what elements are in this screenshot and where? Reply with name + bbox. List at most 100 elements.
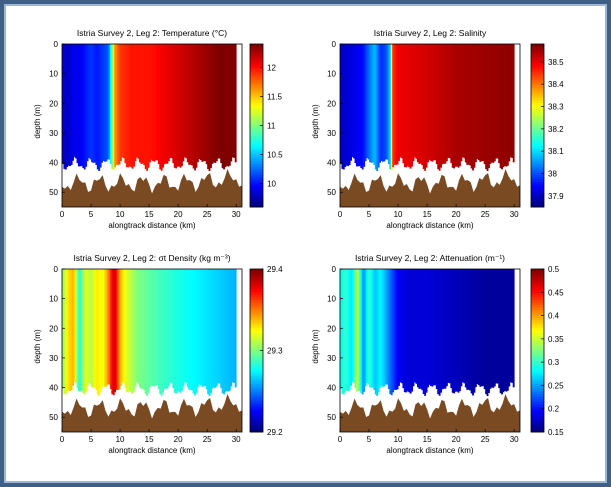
- data-column: [66, 44, 69, 167]
- data-column: [64, 269, 67, 395]
- colorbar-band: [531, 319, 544, 323]
- data-column: [188, 269, 191, 390]
- colorbar-band: [531, 406, 544, 410]
- data-column: [382, 269, 384, 387]
- data-column: [470, 269, 473, 394]
- axes-frame: [61, 268, 243, 433]
- y-tick-label: 0: [54, 40, 59, 49]
- data-column: [438, 44, 441, 171]
- colorbar: 37.9 38 38.1 38.2 38.3 38.4 38.5: [530, 43, 564, 208]
- data-column: [370, 44, 373, 163]
- data-column: [150, 269, 153, 385]
- data-column: [208, 44, 211, 172]
- colorbar-band: [250, 363, 263, 367]
- colorbar-band: [531, 166, 544, 170]
- colorbar-band: [250, 269, 263, 272]
- colorbar-band: [250, 393, 263, 397]
- data-column: [476, 44, 479, 160]
- colorbar-band: [531, 49, 544, 53]
- data-column: [127, 44, 130, 168]
- data-column: [360, 44, 363, 168]
- data-column: [137, 269, 140, 384]
- colorbar-band: [250, 368, 263, 372]
- colorbar-band: [531, 138, 544, 142]
- data-column: [131, 269, 134, 394]
- colorbar-band: [531, 44, 544, 47]
- data-column: [341, 269, 344, 394]
- data-column: [402, 269, 405, 389]
- x-tick-label: 15: [423, 435, 432, 444]
- colorbar-band: [250, 204, 263, 208]
- data-column: [385, 44, 387, 160]
- data-column: [361, 44, 364, 170]
- colorbar-band: [531, 409, 544, 413]
- colorbar-band: [250, 299, 263, 303]
- data-column: [445, 269, 448, 387]
- colorbar-tick-label: 0.5: [548, 265, 560, 274]
- data-column: [501, 269, 503, 395]
- data-column: [403, 269, 406, 393]
- data-column: [124, 269, 127, 389]
- data-column: [133, 44, 135, 167]
- data-column: [75, 269, 77, 384]
- colorbar-band: [531, 279, 544, 283]
- colorbar-band: [250, 92, 263, 96]
- data-column: [228, 44, 231, 166]
- data-column: [400, 269, 403, 384]
- data-column: [76, 44, 79, 164]
- data-column: [212, 44, 215, 163]
- y-tick-label: 30: [49, 354, 58, 363]
- data-column: [230, 269, 233, 387]
- data-column: [464, 269, 467, 388]
- chart-title: Istria Survey 2, Leg 2: Salinity: [374, 28, 487, 38]
- data-column: [91, 269, 93, 388]
- colorbar-band: [531, 158, 544, 162]
- data-column: [73, 269, 76, 383]
- data-column: [495, 44, 498, 159]
- colorbar-band: [250, 56, 263, 60]
- colorbar-band: [250, 327, 263, 331]
- colorbar-band: [531, 396, 544, 400]
- data-column: [427, 44, 429, 163]
- data-column: [405, 44, 408, 168]
- chart-title: Istria Survey 2, Leg 2: Temperature (°C): [77, 28, 227, 38]
- chart-panel-3: 0 5 10 15 20 25 30 0 10 20 30 40 50 Istria Survey 2, …: [33, 253, 283, 455]
- data-column: [490, 44, 493, 163]
- data-column: [125, 269, 128, 393]
- colorbar-band: [250, 102, 263, 106]
- colorbar-band: [250, 289, 263, 293]
- colorbar-band: [531, 128, 544, 131]
- colorbar-band: [531, 335, 544, 339]
- data-column: [185, 44, 188, 159]
- colorbar: 10 10.5 11 11.5 12: [249, 43, 283, 208]
- colorbar-band: [250, 350, 263, 354]
- data-column: [121, 44, 124, 158]
- x-tick-label: 5: [89, 435, 94, 444]
- colorbar-band: [531, 184, 544, 188]
- data-column: [162, 269, 165, 393]
- y-tick-label: 40: [49, 159, 58, 168]
- data-column: [137, 44, 140, 159]
- data-column: [480, 44, 483, 162]
- data-column: [165, 269, 167, 389]
- data-column: [416, 269, 419, 388]
- colorbar-tick-label: 0.2: [548, 405, 560, 414]
- colorbar-band: [531, 173, 544, 177]
- data-column: [102, 269, 105, 386]
- colorbar-band: [250, 117, 263, 121]
- data-column: [64, 44, 67, 170]
- colorbar-band: [531, 269, 544, 272]
- colorbar-band: [250, 196, 263, 200]
- data-column: [448, 44, 451, 159]
- data-column: [101, 269, 104, 388]
- data-column: [477, 44, 480, 161]
- data-column: [421, 44, 424, 166]
- data-column: [501, 44, 503, 170]
- data-column: [115, 269, 118, 390]
- data-column: [402, 44, 405, 164]
- colorbar: 0.15 0.2 0.25 0.3 0.35 0.4 0.45 0.5: [530, 265, 564, 437]
- data-column: [345, 269, 348, 391]
- x-tick-label: 5: [367, 435, 372, 444]
- colorbar-band: [531, 107, 544, 111]
- colorbar-band: [250, 337, 263, 341]
